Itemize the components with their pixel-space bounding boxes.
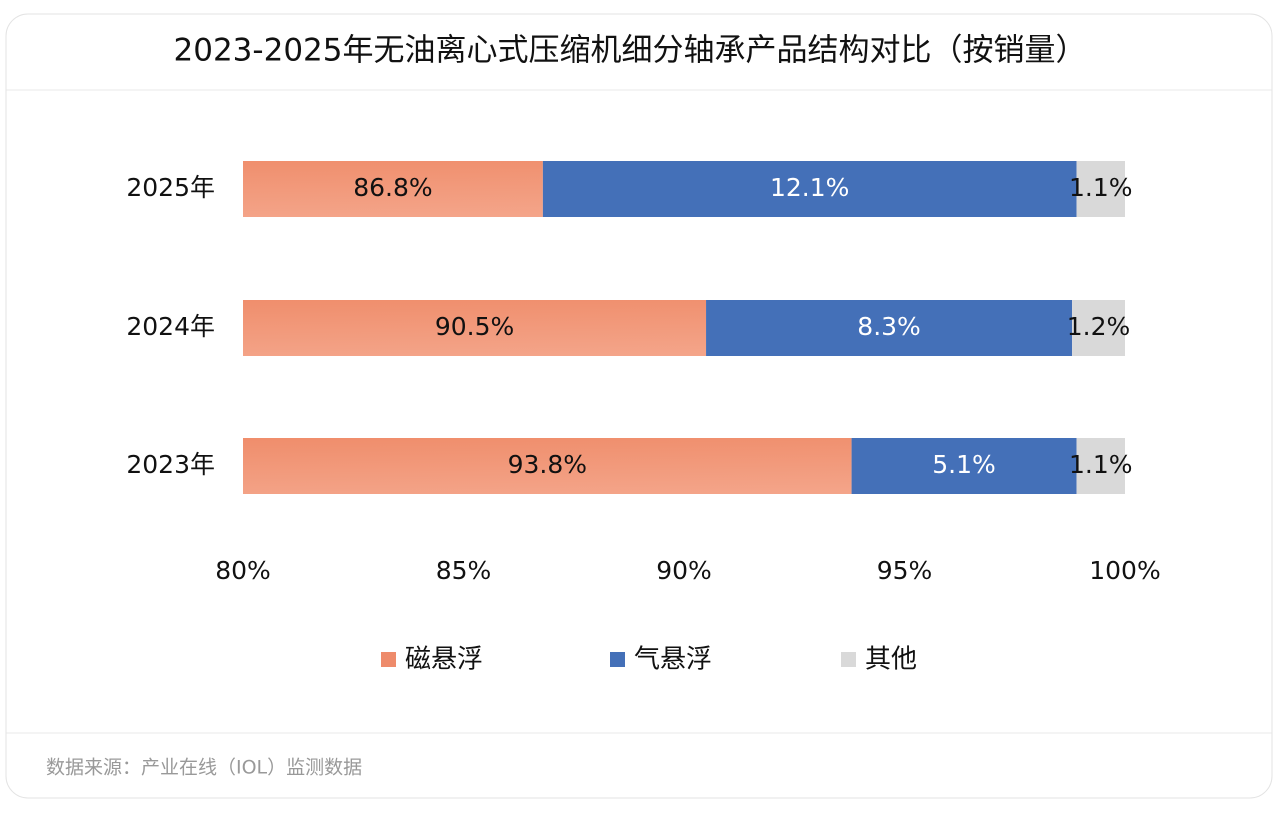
- legend-swatch: [381, 652, 396, 667]
- bar-segment: [1076, 161, 1125, 217]
- legend-label: 其他: [865, 645, 917, 675]
- bar-segment: [542, 161, 1077, 217]
- legend-swatch: [841, 652, 856, 667]
- x-tick-label: 85%: [436, 556, 492, 585]
- y-tick-label: 2024年: [126, 312, 215, 341]
- x-tick-label: 100%: [1089, 556, 1160, 585]
- x-tick-label: 90%: [656, 556, 712, 585]
- bar-segment: [243, 300, 707, 356]
- y-tick-label: 2023年: [126, 450, 215, 479]
- value-label: 8.3%: [857, 312, 921, 341]
- legend-swatch: [610, 652, 625, 667]
- bar-segment: [851, 438, 1077, 494]
- value-label: 93.8%: [508, 450, 587, 479]
- x-tick-label: 95%: [877, 556, 933, 585]
- bar-segment: [1076, 438, 1125, 494]
- bar-segment: [706, 300, 1073, 356]
- value-label: 90.5%: [435, 312, 514, 341]
- legend-label: 气悬浮: [634, 645, 712, 675]
- y-tick-label: 2025年: [126, 173, 215, 202]
- value-label: 86.8%: [353, 173, 432, 202]
- bar-segment: [243, 161, 543, 217]
- bar-segment: [1072, 300, 1125, 356]
- value-label: 5.1%: [932, 450, 996, 479]
- source: 数据来源：产业在线（IOL）监测数据: [46, 757, 362, 779]
- value-label: 1.1%: [1069, 173, 1133, 202]
- value-label: 1.2%: [1067, 312, 1131, 341]
- legend-label: 磁悬浮: [405, 645, 483, 675]
- bar-segment: [243, 438, 852, 494]
- value-label: 12.1%: [770, 173, 849, 202]
- card: [5, 13, 1273, 799]
- value-label: 1.1%: [1069, 450, 1133, 479]
- chart-title: 2023-2025年无油离心式压缩机细分轴承产品结构对比（按销量）: [174, 33, 1087, 69]
- x-tick-label: 80%: [215, 556, 271, 585]
